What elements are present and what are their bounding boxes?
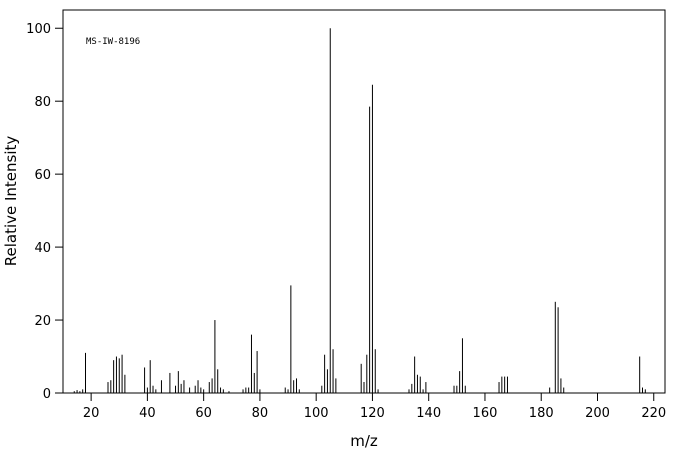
x-tick-label: 80 — [252, 406, 269, 421]
x-tick-label: 20 — [83, 406, 100, 421]
annotation: MS-IW-8196 — [86, 37, 140, 47]
y-tick-label: 60 — [34, 168, 51, 183]
y-axis-label: Relative Intensity — [2, 136, 20, 267]
x-tick-label: 180 — [529, 406, 554, 421]
y-tick-label: 80 — [34, 95, 51, 110]
x-tick-label: 40 — [139, 406, 156, 421]
x-tick-label: 100 — [304, 406, 329, 421]
x-axis-label: m/z — [350, 432, 378, 450]
x-tick-label: 200 — [585, 406, 610, 421]
x-tick-label: 120 — [360, 406, 385, 421]
x-tick-label: 160 — [473, 406, 498, 421]
y-tick-label: 100 — [26, 22, 51, 37]
x-tick-label: 220 — [641, 406, 666, 421]
x-tick-label: 140 — [416, 406, 441, 421]
y-tick-label: 20 — [34, 314, 51, 329]
plot-frame — [62, 9, 666, 394]
y-tick-label: 40 — [34, 241, 51, 256]
y-tick-label: 0 — [43, 387, 51, 402]
x-tick-label: 60 — [195, 406, 212, 421]
